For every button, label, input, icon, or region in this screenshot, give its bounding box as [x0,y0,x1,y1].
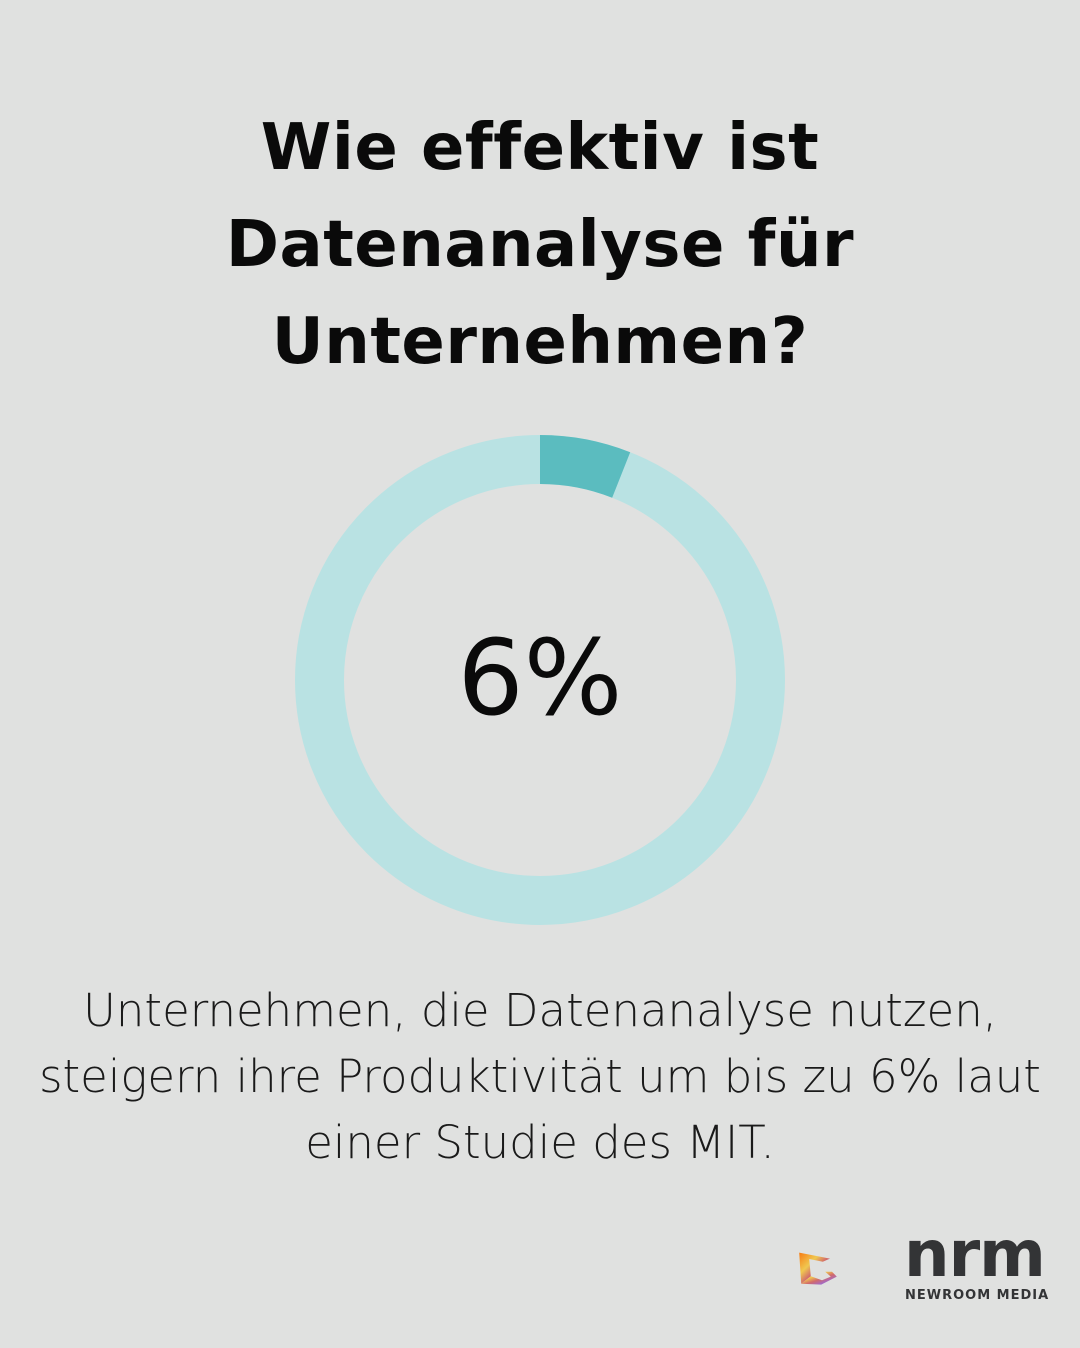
logo-wordmark: nrm [904,1218,1046,1292]
title-line: Datenanalyse für [225,208,855,282]
donut-slice-highlight [539,435,631,498]
donut-chart [295,435,785,925]
description: Unternehmen, die Datenanalyse nutzen, st… [0,978,1080,1176]
description-line: einer Studie des MIT. [305,1116,775,1169]
title-line: Unternehmen? [271,305,809,379]
description-line: Unternehmen, die Datenanalyse nutzen, [82,984,998,1037]
center-value: 6% [457,617,623,739]
description-line: steigern ihre Produktivität um bis zu 6%… [39,1050,1041,1103]
logo-tagline: NEWROOM MEDIA [905,1288,1050,1303]
nrm-logo-icon [799,1252,837,1285]
page-title: Wie effektiv ist Datenanalyse für Untern… [0,100,1080,391]
title-line: Wie effektiv ist [260,111,820,185]
